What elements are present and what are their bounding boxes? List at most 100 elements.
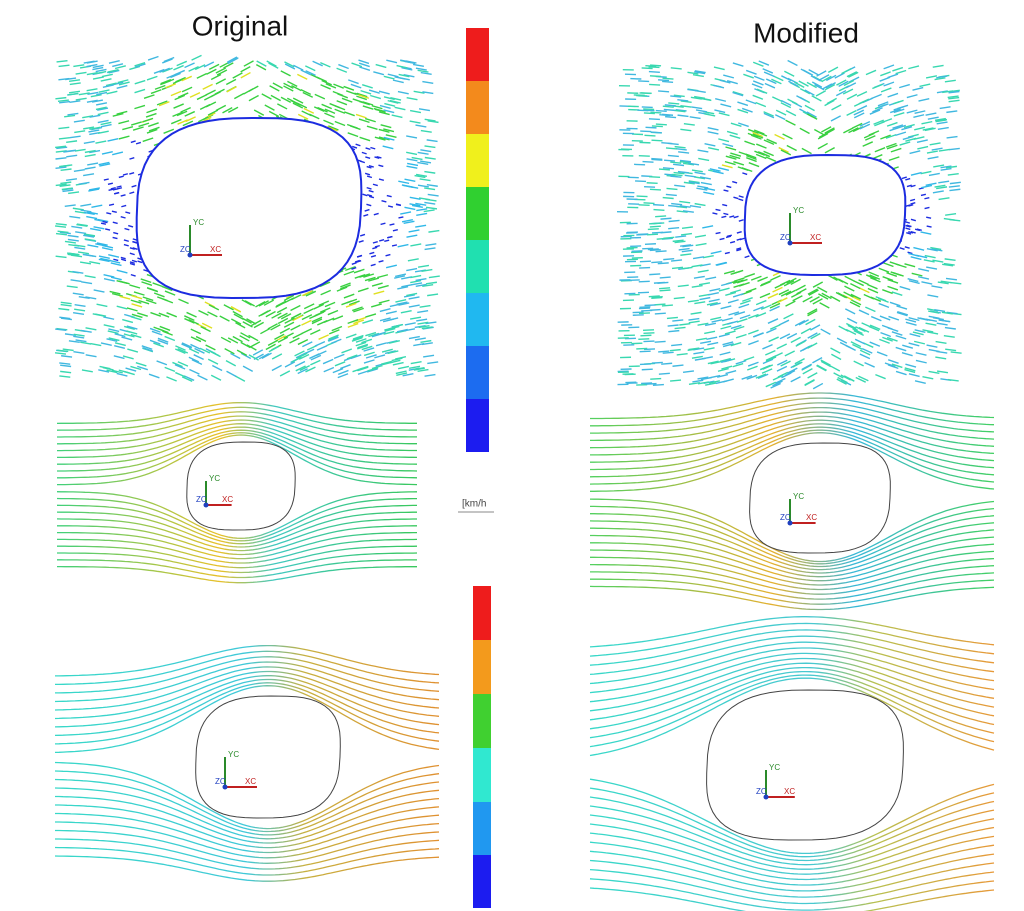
vector — [790, 376, 801, 383]
vector — [871, 93, 882, 100]
vector — [59, 362, 71, 365]
vector — [853, 360, 864, 367]
vector — [926, 266, 938, 270]
vector — [766, 138, 777, 145]
vector — [361, 345, 373, 351]
vector — [280, 70, 291, 77]
vector — [407, 258, 419, 262]
vector — [692, 379, 704, 383]
vector — [821, 75, 832, 83]
vector — [151, 330, 163, 336]
vector — [730, 152, 742, 157]
vector — [812, 357, 823, 364]
vector — [735, 333, 747, 339]
vector — [256, 60, 267, 67]
vector — [821, 83, 833, 90]
vector — [410, 316, 422, 320]
vector — [650, 131, 662, 134]
vector — [378, 260, 384, 263]
vector — [940, 280, 952, 284]
vector — [842, 88, 854, 95]
vector — [704, 187, 716, 191]
vector — [798, 319, 809, 326]
vector — [54, 352, 67, 355]
vector — [683, 181, 695, 185]
vector — [750, 275, 762, 281]
vector — [97, 111, 109, 116]
vector — [360, 89, 372, 95]
vector — [648, 295, 660, 298]
vector — [128, 224, 134, 228]
vector — [697, 149, 709, 153]
vector — [653, 203, 665, 207]
vector — [120, 258, 127, 262]
vector — [135, 141, 142, 145]
vector — [926, 216, 932, 219]
vector — [59, 231, 71, 235]
vector — [283, 297, 295, 304]
vector — [381, 199, 387, 203]
vector — [108, 69, 120, 74]
vector — [73, 64, 85, 68]
vector — [219, 315, 230, 322]
vector — [73, 350, 85, 354]
vector — [258, 300, 269, 307]
vector — [294, 350, 305, 357]
vector — [693, 275, 705, 279]
vector — [697, 269, 709, 273]
vector — [290, 304, 301, 312]
vector — [67, 234, 79, 238]
vector — [771, 78, 782, 85]
vector — [736, 318, 748, 323]
vector — [845, 328, 857, 336]
vector — [129, 262, 136, 266]
vector — [870, 315, 882, 322]
vector — [913, 114, 925, 118]
streamline — [55, 812, 440, 854]
vector — [718, 333, 730, 338]
vector — [106, 212, 112, 215]
vector — [118, 120, 130, 125]
vector — [709, 302, 721, 307]
vector — [895, 346, 907, 352]
vector — [190, 343, 201, 350]
vector — [677, 98, 689, 102]
vector — [58, 307, 70, 311]
vector — [651, 261, 663, 264]
vector-field — [54, 54, 440, 382]
vector — [258, 352, 270, 360]
vector — [383, 136, 395, 141]
vector — [837, 376, 848, 384]
vector — [724, 330, 736, 335]
vector — [385, 253, 391, 257]
vector — [252, 349, 264, 356]
vector — [699, 176, 712, 180]
vector — [83, 140, 95, 144]
vector — [118, 135, 130, 140]
vector — [415, 173, 428, 177]
vector — [362, 105, 374, 110]
vector — [109, 290, 121, 295]
vector — [682, 370, 695, 374]
vector — [882, 276, 894, 282]
vector — [184, 315, 195, 321]
vector — [409, 109, 422, 114]
vector — [924, 254, 936, 259]
vector — [100, 121, 112, 126]
vector — [723, 270, 735, 275]
vector — [145, 112, 157, 118]
streamline — [589, 814, 995, 870]
vector — [426, 139, 438, 143]
vector — [271, 364, 282, 372]
vector — [722, 378, 734, 383]
vector — [400, 211, 412, 215]
streamline — [590, 419, 995, 463]
vector — [332, 367, 344, 374]
vector — [747, 132, 759, 138]
vector — [352, 334, 364, 340]
vector — [422, 91, 434, 95]
vector — [767, 318, 779, 324]
vector — [695, 337, 707, 341]
vector — [373, 290, 385, 295]
vector — [806, 111, 817, 118]
